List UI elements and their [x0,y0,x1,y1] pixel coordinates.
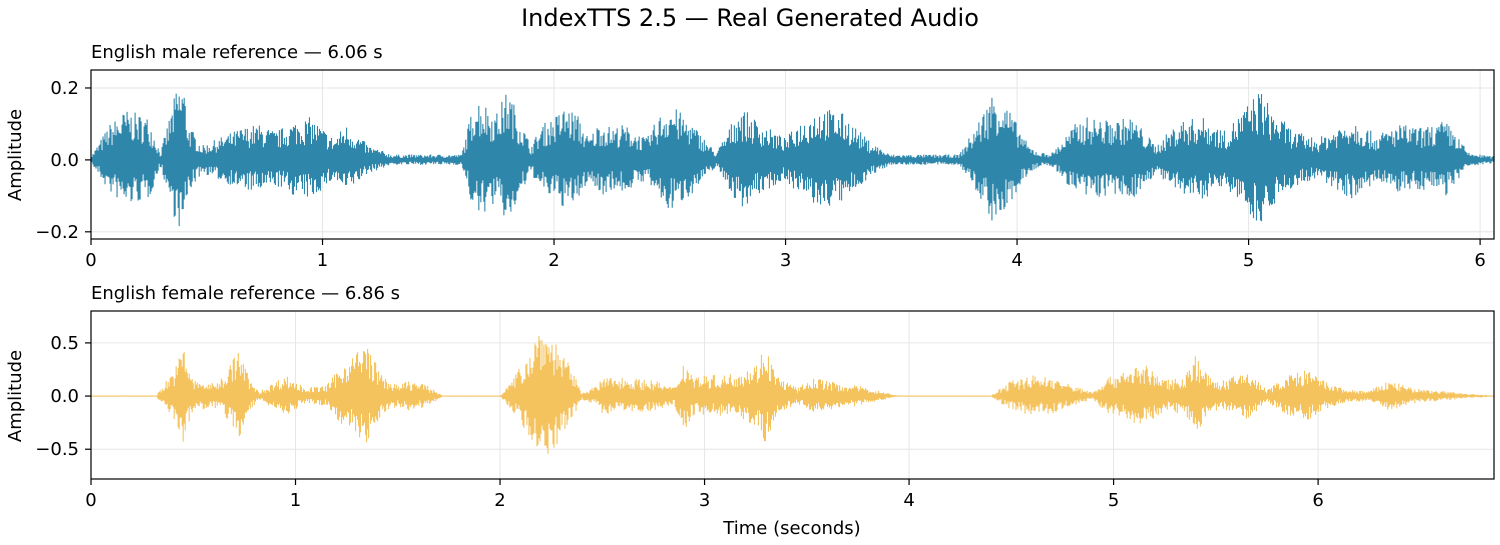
x-tick-label: 4 [903,490,914,511]
x-tick-label: 2 [494,490,505,511]
y-tick-label: 0.2 [50,78,79,99]
x-tick-label: 3 [780,250,791,271]
x-tick-label: 1 [317,250,328,271]
figure-title: IndexTTS 2.5 — Real Generated Audio [521,4,979,32]
y-axis-label-female: Amplitude [5,350,26,442]
x-tick-label: 1 [290,490,301,511]
x-tick-label: 4 [1011,250,1022,271]
x-tick-label: 6 [1474,250,1485,271]
x-tick-label: 0 [85,250,96,271]
panel-male: English male reference — 6.06 s 0 1 2 3 4 5 60… [5,42,1495,271]
x-tick-label: 6 [1312,490,1323,511]
waveform-male [90,93,1495,227]
waveform-trace [90,336,1495,454]
panel-female: English female reference — 6.86 s 0 1 2 3 4 5… [5,283,1495,539]
x-tick-label: 0 [85,490,96,511]
x-tick-label: 2 [548,250,559,271]
x-tick-label: 5 [1108,490,1119,511]
panel-title-female: English female reference — 6.86 s [91,283,400,304]
x-axis-label: Time (seconds) [722,518,860,539]
y-axis-label-male: Amplitude [5,109,26,201]
x-tick-label: 5 [1243,250,1254,271]
axes-male: 0 1 2 3 4 5 6 0.2 0.0 −0.2 [35,78,1486,271]
x-tick-label: 3 [699,490,710,511]
plot-frame-male [90,69,1495,240]
axes-female: 0 1 2 3 4 5 6 0.5 0.0 −0.5 [35,333,1324,511]
waveform-female [90,336,1495,454]
y-tick-label: 0.0 [50,386,79,407]
plot-frame-female [90,310,1495,480]
y-tick-label: −0.2 [35,222,79,243]
y-tick-label: 0.0 [50,150,79,171]
y-tick-label: 0.5 [50,333,79,354]
panel-title-male: English male reference — 6.06 s [91,42,383,63]
y-tick-label: −0.5 [35,439,79,460]
